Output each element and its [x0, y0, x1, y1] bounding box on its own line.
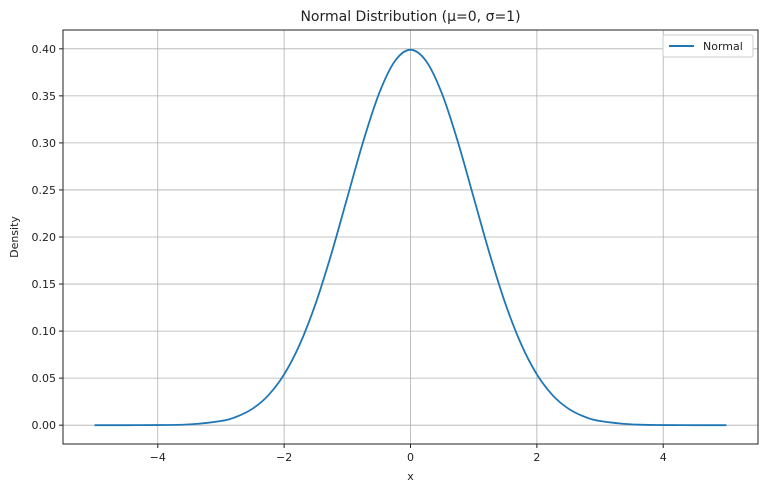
- legend-label: Normal: [703, 40, 743, 53]
- series-line-normal: [94, 48, 727, 427]
- legend-box: [662, 34, 754, 58]
- grid: [63, 30, 758, 444]
- series-layer: [94, 48, 727, 427]
- y-tick-label: 0.05: [32, 372, 57, 385]
- y-tick-label: 0.20: [32, 231, 57, 244]
- y-tick-label: 0.35: [32, 90, 57, 103]
- y-tick-label: 0.00: [32, 419, 57, 432]
- y-tick-label: 0.25: [32, 184, 57, 197]
- ticks: −4 −2 0 2 4 0.00 0.05 0.10 0.15 0.20 0.25 0.30 0.35 0…: [32, 43, 667, 464]
- x-axis-label: x: [407, 470, 414, 483]
- x-tick-label: 4: [660, 451, 667, 464]
- x-tick-label: −2: [276, 451, 292, 464]
- x-tick-label: 0: [407, 451, 414, 464]
- y-tick-label: 0.10: [32, 325, 57, 338]
- chart-title: Normal Distribution (μ=0, σ=1): [300, 9, 520, 25]
- x-tick-label: −4: [150, 451, 166, 464]
- y-tick-label: 0.15: [32, 278, 57, 291]
- x-tick-label: 2: [533, 451, 540, 464]
- legend: Normal: [662, 34, 754, 58]
- y-axis-label: Density: [8, 216, 21, 258]
- y-tick-label: 0.30: [32, 137, 57, 150]
- y-tick-label: 0.40: [32, 43, 57, 56]
